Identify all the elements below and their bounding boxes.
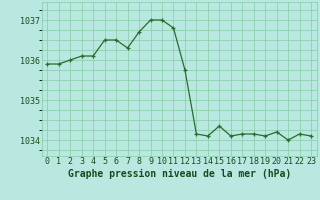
X-axis label: Graphe pression niveau de la mer (hPa): Graphe pression niveau de la mer (hPa) (68, 169, 291, 179)
